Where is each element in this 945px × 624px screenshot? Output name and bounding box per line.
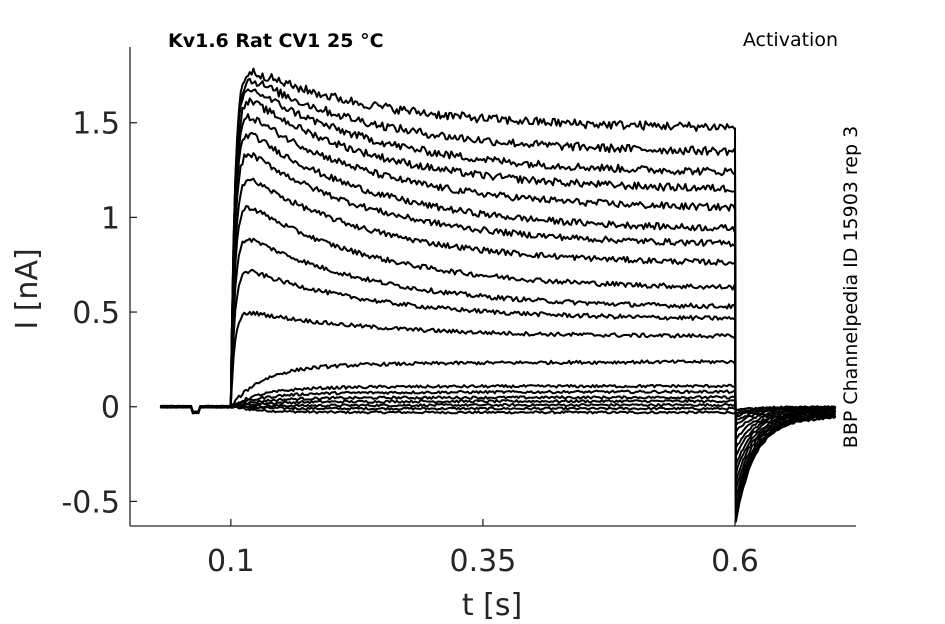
current-trace-17 bbox=[159, 97, 836, 509]
current-trace-20 bbox=[159, 67, 836, 523]
current-trace-2 bbox=[159, 404, 837, 415]
x-ticks: 0.1 0.35 0.6 bbox=[207, 519, 759, 579]
current-trace-14 bbox=[159, 152, 836, 484]
chart-title: Kv1.6 Rat CV1 25 °C bbox=[168, 30, 384, 52]
y-tick-label: -0.5 bbox=[61, 485, 120, 520]
y-axis-label: I [nA] bbox=[10, 248, 45, 329]
y-tick-label: 0 bbox=[101, 391, 120, 426]
protocol-label: Activation bbox=[743, 29, 838, 51]
side-note: BBP Channelpedia ID 15903 rep 3 bbox=[840, 126, 862, 448]
current-trace-9 bbox=[159, 310, 836, 441]
current-trace-16 bbox=[160, 113, 836, 499]
current-trace-13 bbox=[159, 177, 836, 476]
y-ticks: -0.5 0 0.5 1 1.5 bbox=[61, 107, 137, 520]
current-trace-19 bbox=[160, 77, 837, 520]
x-tick-label: 0.6 bbox=[711, 544, 759, 579]
current-trace-11 bbox=[159, 237, 837, 458]
current-trace-4 bbox=[160, 398, 837, 417]
current-traces bbox=[159, 67, 837, 523]
y-tick-label: 1.5 bbox=[72, 107, 120, 142]
current-trace-1 bbox=[159, 404, 837, 415]
current-trace-12 bbox=[160, 205, 836, 466]
current-trace-6 bbox=[159, 389, 836, 422]
current-trace-3 bbox=[160, 402, 836, 415]
current-trace-8 bbox=[160, 359, 836, 434]
current-trace-7 bbox=[159, 383, 836, 427]
current-trace-18 bbox=[160, 88, 837, 515]
x-axis-label: t [s] bbox=[462, 588, 522, 623]
current-trace-15 bbox=[159, 131, 836, 491]
current-trace-10 bbox=[159, 268, 837, 450]
current-trace-5 bbox=[159, 395, 837, 419]
x-tick-label: 0.1 bbox=[207, 544, 255, 579]
x-tick-label: 0.35 bbox=[450, 544, 517, 579]
y-tick-label: 0.5 bbox=[72, 296, 120, 331]
y-tick-label: 1 bbox=[101, 201, 120, 236]
